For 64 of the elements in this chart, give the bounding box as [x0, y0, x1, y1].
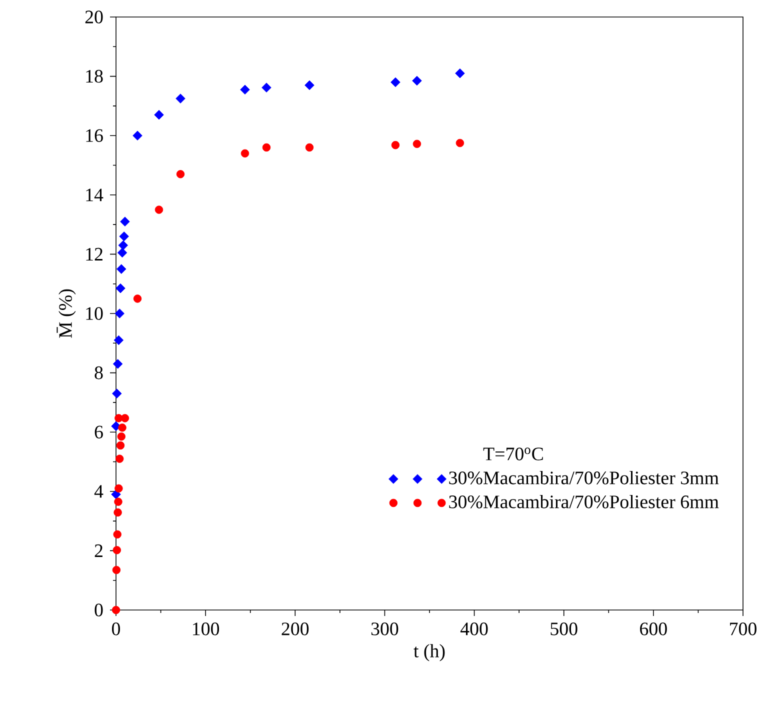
x-tick-label: 400 — [460, 622, 488, 636]
point — [176, 94, 186, 104]
point — [118, 424, 126, 432]
x-tick-label: 100 — [193, 622, 220, 636]
point — [240, 149, 250, 158]
point — [262, 82, 272, 92]
point — [390, 77, 400, 88]
y-tick-label: 8 — [94, 366, 103, 380]
point — [412, 76, 422, 86]
point — [113, 530, 122, 538]
x-tick-label: 700 — [730, 622, 756, 636]
point — [112, 546, 121, 554]
point — [120, 216, 130, 226]
x-tick-label: 0 — [112, 622, 120, 636]
x-tick-label: 200 — [282, 622, 309, 636]
legend-label: 30%Macambira/70%Poliester 3mm — [449, 471, 719, 484]
y-tick-label: 4 — [94, 485, 104, 498]
point — [116, 264, 126, 274]
point — [412, 140, 422, 148]
y-axis-title: M̄ (%) — [56, 289, 76, 338]
y-tick-label: 2 — [94, 544, 102, 557]
point — [114, 484, 123, 493]
point — [391, 140, 400, 150]
point — [112, 359, 123, 369]
point — [240, 84, 250, 95]
point — [116, 441, 125, 450]
y-tick-label: 16 — [86, 129, 103, 142]
point — [114, 498, 122, 506]
point — [117, 432, 126, 441]
y-tick-label: 18 — [86, 70, 103, 83]
y-tick-label: 6 — [94, 426, 103, 438]
x-axis-title: t (h) — [414, 644, 445, 662]
point — [114, 508, 122, 517]
point — [114, 308, 124, 318]
x-tick-label: 300 — [371, 622, 398, 636]
x-tick-label: 500 — [550, 622, 578, 636]
legend-title: T=70$^{o}$C — [483, 448, 543, 460]
point — [118, 240, 128, 250]
point — [456, 138, 464, 148]
point — [305, 143, 314, 152]
point — [112, 606, 120, 614]
point — [176, 170, 185, 178]
point — [119, 232, 129, 242]
point — [154, 110, 164, 120]
y-tick-label: 10 — [86, 307, 103, 320]
point — [455, 68, 465, 78]
y-tick-label: 12 — [86, 248, 102, 260]
legend-label: 30%Macambira/70%Poliester 6mm — [449, 494, 719, 508]
x-tick-label: 600 — [640, 622, 667, 636]
point — [304, 80, 314, 90]
point — [116, 283, 126, 294]
point — [117, 248, 128, 258]
y-tick-label: 20 — [85, 10, 103, 24]
point — [132, 130, 142, 140]
point — [133, 294, 142, 303]
point — [262, 143, 271, 152]
point — [112, 566, 121, 574]
point — [112, 388, 122, 398]
point — [115, 454, 124, 463]
y-tick-label: 14 — [86, 188, 104, 202]
point — [120, 414, 130, 422]
y-tick-label: 0 — [94, 604, 103, 616]
point — [154, 206, 164, 214]
point — [114, 335, 124, 346]
